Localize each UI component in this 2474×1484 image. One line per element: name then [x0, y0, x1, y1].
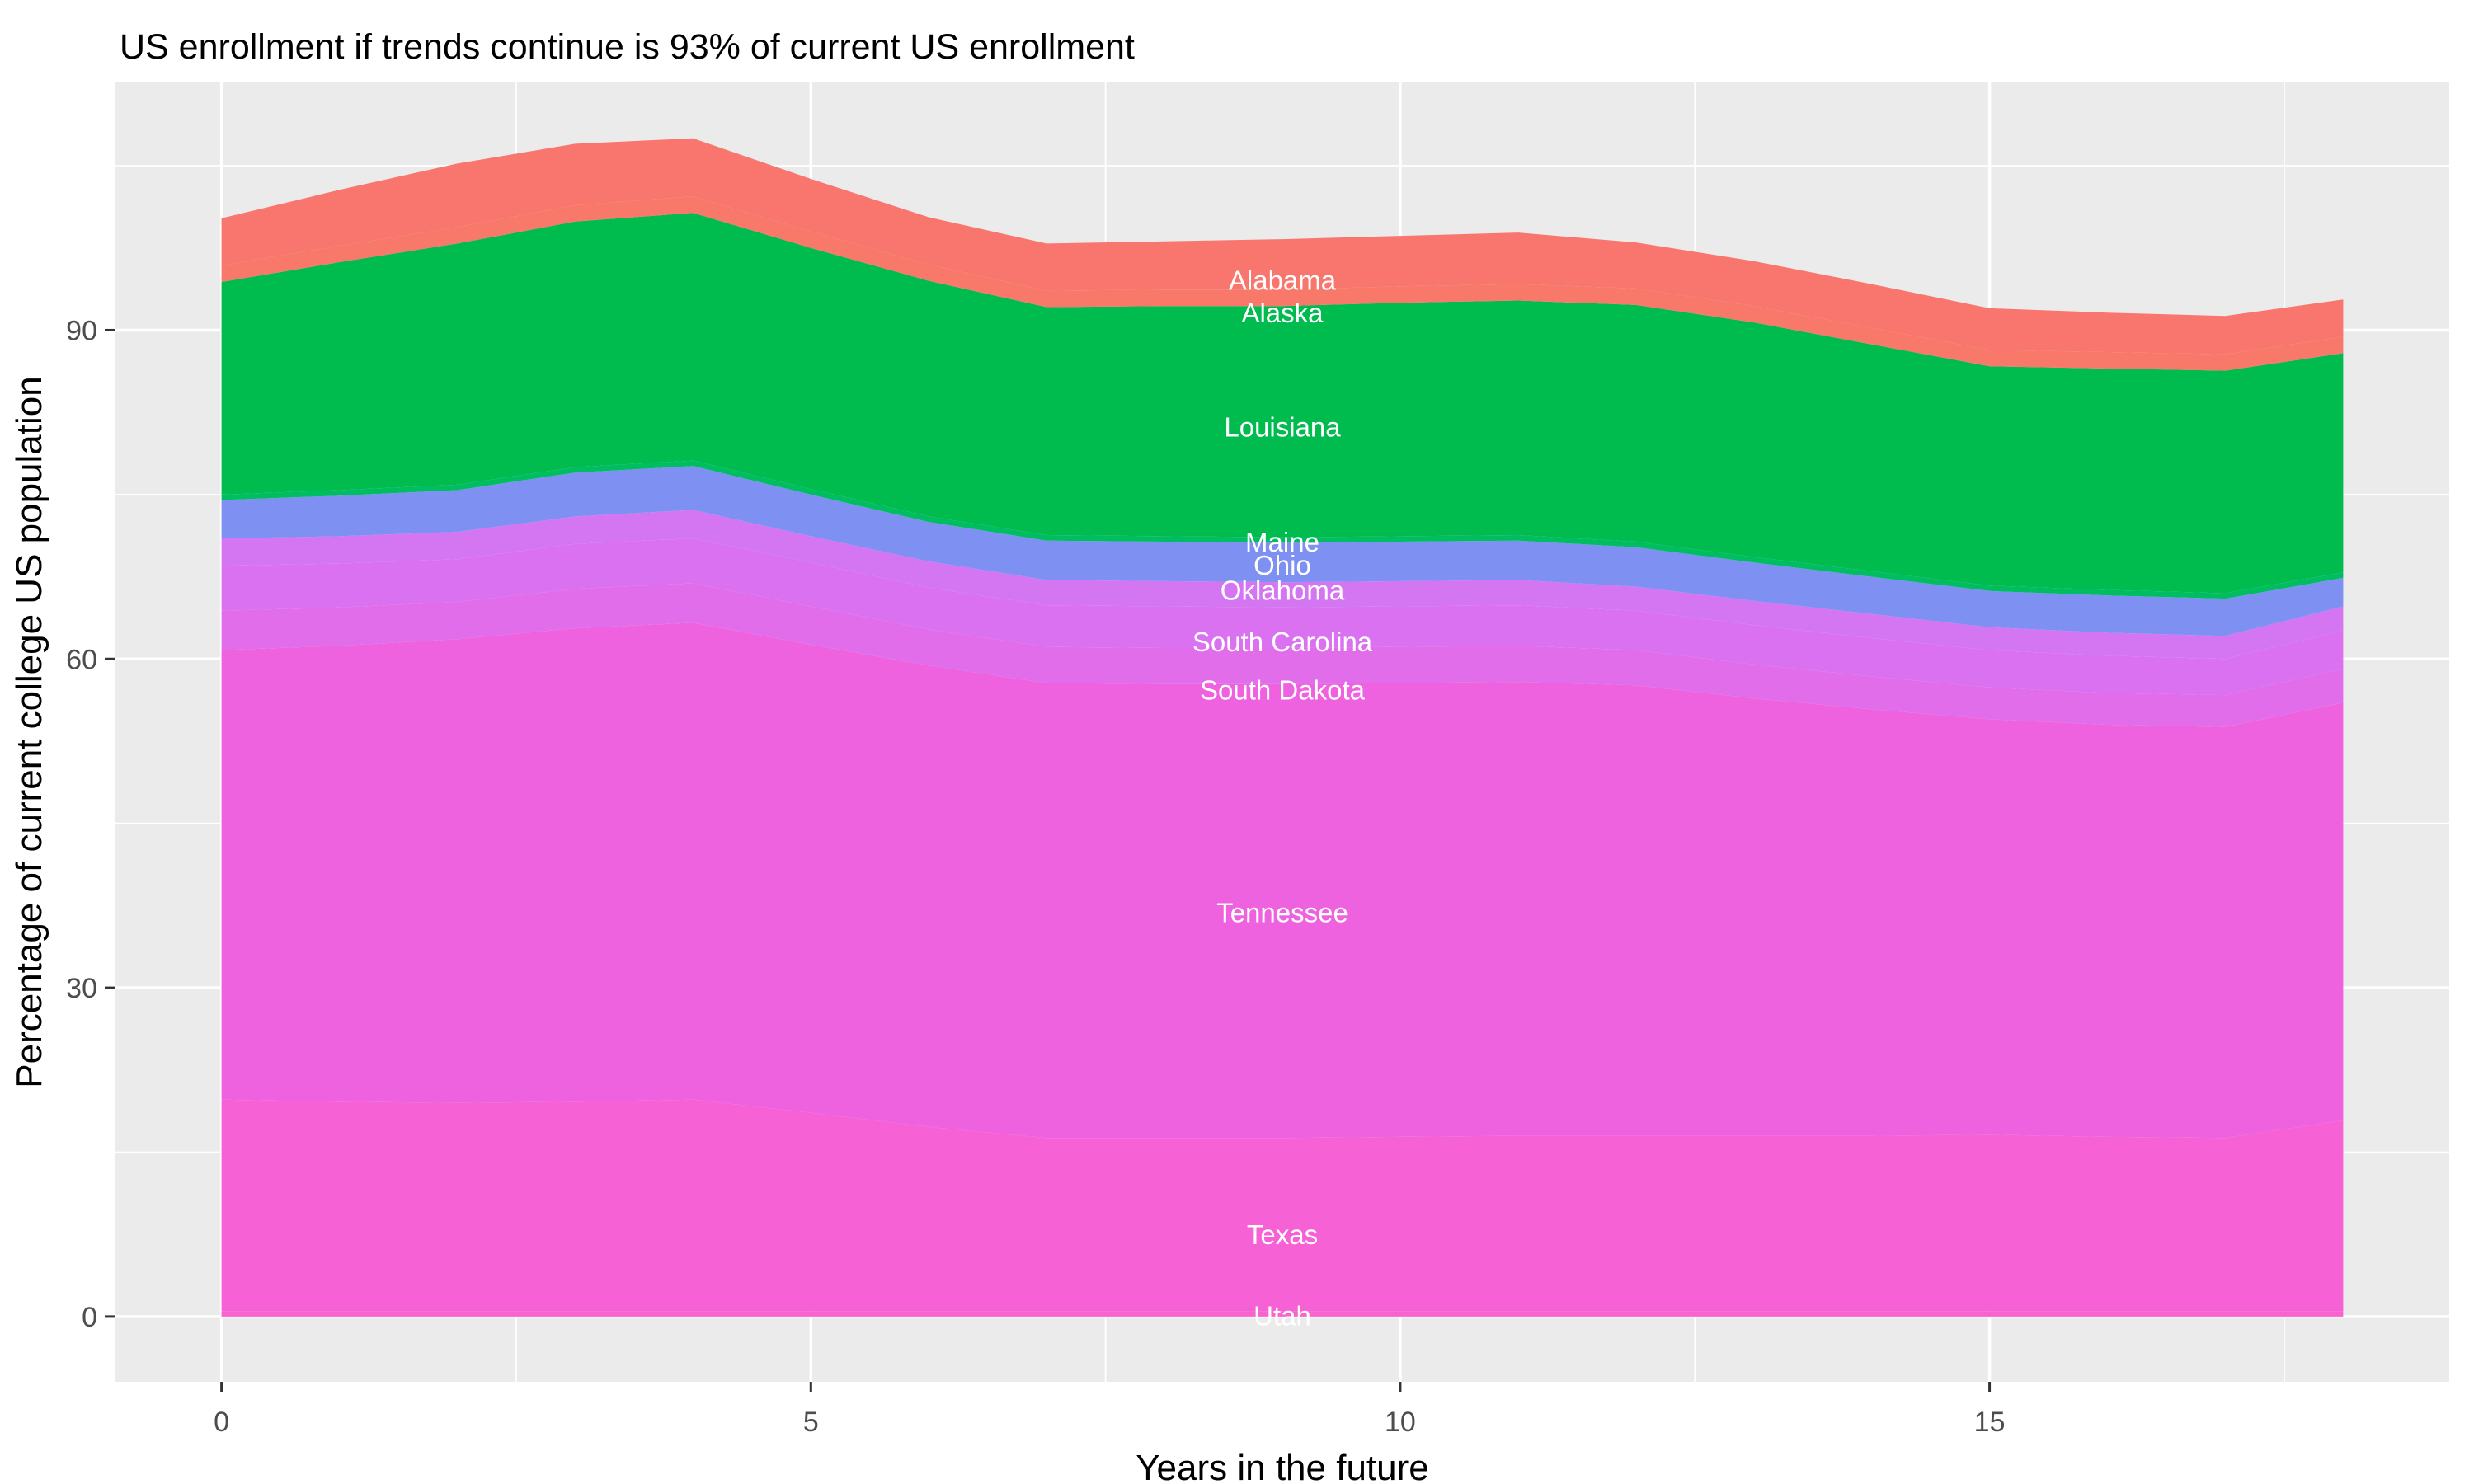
state-label-louisiana: Louisiana [1224, 411, 1341, 442]
y-tick-label: 30 [66, 973, 97, 1004]
state-label-ohio: Ohio [1253, 550, 1311, 580]
y-tick-label: 90 [66, 315, 97, 346]
area-south-carolina [221, 538, 2344, 696]
state-label-utah: Utah [1253, 1301, 1311, 1331]
x-tick-label: 10 [1385, 1407, 1416, 1438]
state-labels: Utah Texas Tennessee South Dakota South Caro… [1192, 265, 1373, 1331]
state-label-texas: Texas [1247, 1219, 1318, 1250]
area-oklahoma [221, 510, 2344, 660]
area-texas [221, 1099, 2344, 1312]
axis-ticks [105, 328, 1992, 1392]
state-label-tennessee: Tennessee [1216, 897, 1348, 928]
area-south-dakota [221, 583, 2344, 727]
area-alabama [221, 138, 2344, 355]
area-ohio [221, 466, 2344, 636]
y-tick-label: 0 [82, 1302, 97, 1333]
state-label-maine: Maine [1245, 527, 1319, 557]
y-axis-title: Percentage of current college US populat… [9, 376, 49, 1087]
area-louisiana [221, 213, 2344, 594]
area-tennessee [221, 622, 2344, 1139]
x-tick-label: 0 [214, 1407, 229, 1438]
area-alaska [221, 196, 2344, 371]
state-label-south-dakota: South Dakota [1200, 674, 1366, 705]
area-utah [221, 1311, 2344, 1317]
state-label-alabama: Alabama [1229, 265, 1337, 295]
plot-title: US enrollment if trends continue is 93% … [120, 27, 1135, 67]
state-label-oklahoma: Oklahoma [1221, 575, 1345, 606]
state-label-south-carolina: South Carolina [1192, 627, 1373, 657]
x-tick-label: 15 [1974, 1407, 2006, 1438]
axis-tick-labels: 0 5 10 15 0 30 60 90 [66, 315, 2005, 1438]
x-tick-label: 5 [803, 1407, 819, 1438]
stacked-areas [221, 138, 2344, 1317]
y-tick-label: 60 [66, 644, 97, 675]
state-label-alaska: Alaska [1241, 298, 1324, 328]
x-axis-title: Years in the future [1136, 1448, 1429, 1484]
